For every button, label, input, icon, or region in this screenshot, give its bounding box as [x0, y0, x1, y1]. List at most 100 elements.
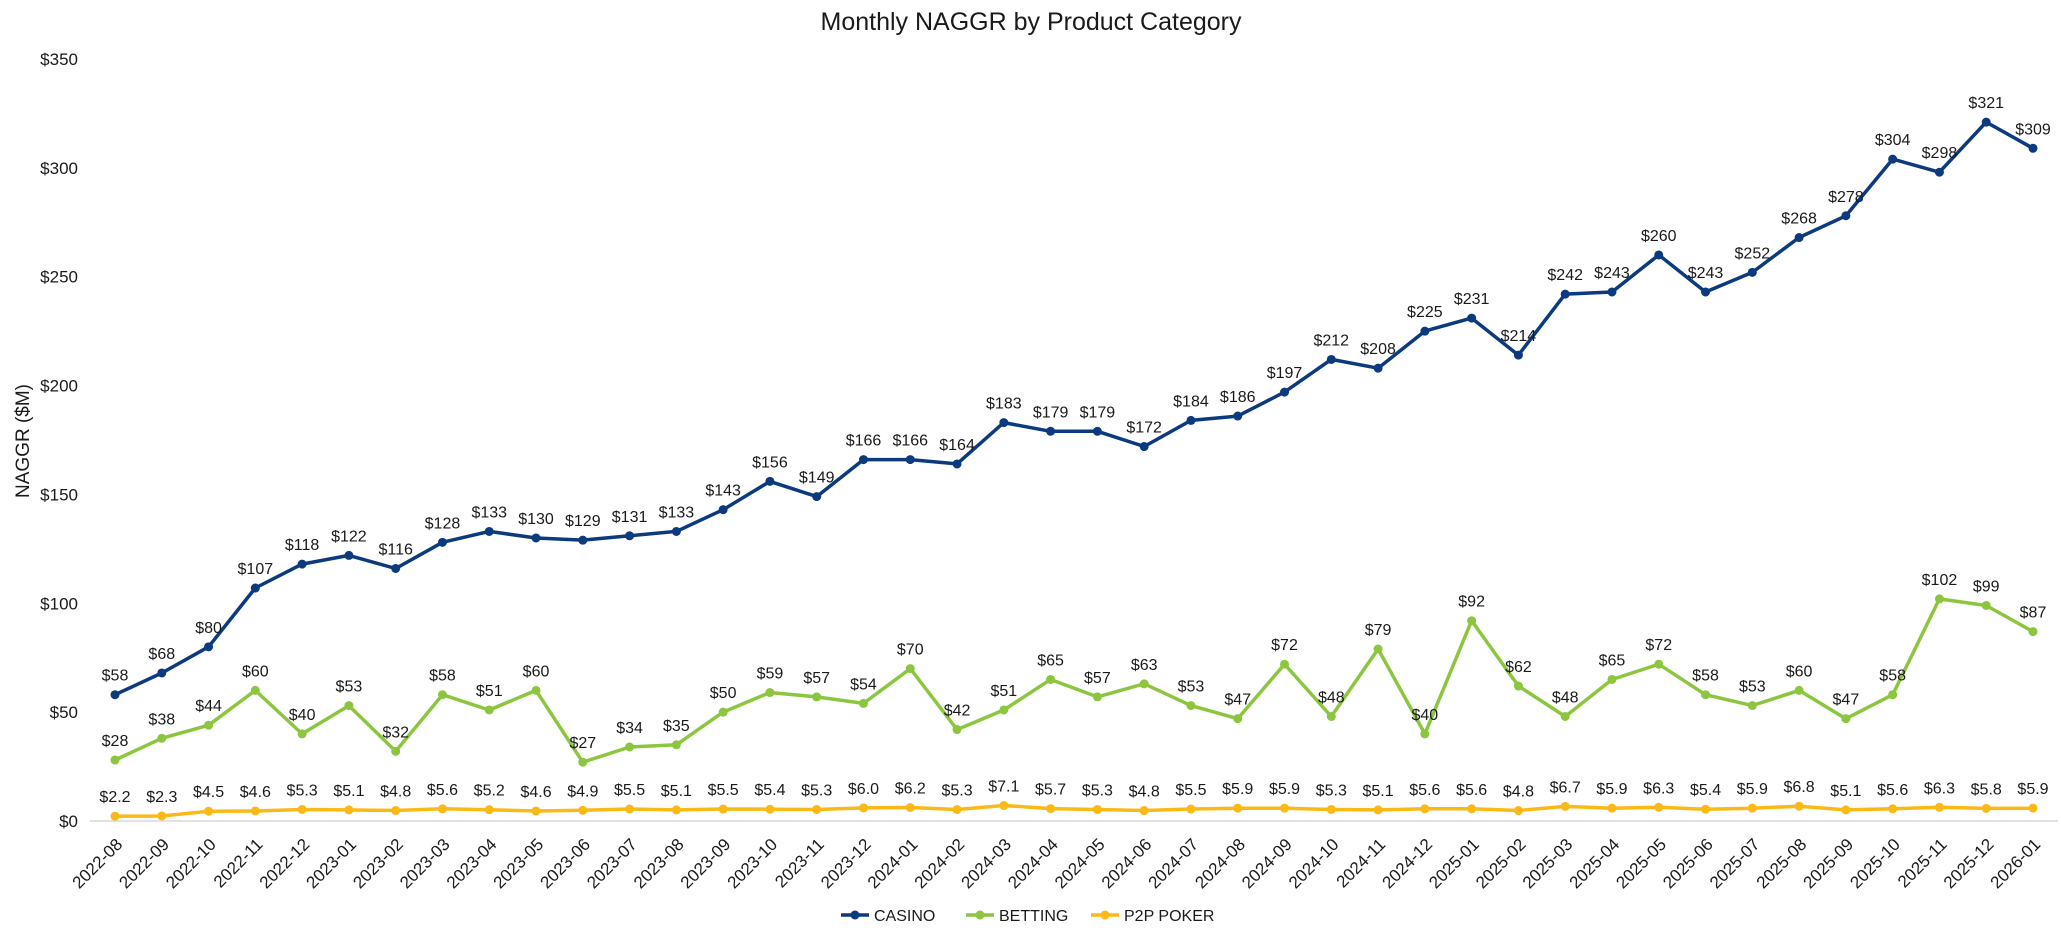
p2p-poker-point — [344, 805, 354, 815]
casino-point — [1373, 363, 1383, 373]
betting-data-label: $58 — [1879, 668, 1906, 685]
casino-point — [1233, 411, 1243, 421]
legend-label: P2P POKER — [1124, 908, 1214, 925]
casino-data-label: $133 — [471, 504, 507, 521]
p2p-poker-data-label: $6.3 — [1924, 780, 1955, 797]
x-tick-label: 2025-02 — [1472, 835, 1530, 893]
x-tick-label: 2024-10 — [1285, 835, 1343, 893]
p2p-poker-data-label: $5.3 — [1082, 782, 1113, 799]
p2p-poker-point — [718, 804, 728, 814]
casino-point — [1794, 233, 1804, 243]
casino-line — [114, 120, 2034, 697]
x-tick-label: 2025-11 — [1894, 835, 1951, 892]
p2p-poker-point — [671, 805, 681, 815]
p2p-poker-data-label: $4.8 — [1503, 784, 1534, 801]
betting-point — [718, 707, 728, 717]
betting-point — [625, 742, 635, 752]
x-tick-label: 2025-10 — [1846, 835, 1904, 893]
casino-point — [578, 535, 588, 545]
casino-data-label: $58 — [102, 668, 129, 685]
casino-data-label: $183 — [986, 396, 1022, 413]
x-tick-label: 2022-10 — [162, 835, 220, 893]
p2p-poker-point — [1467, 804, 1477, 814]
casino-data-label: $186 — [1220, 389, 1256, 406]
x-tick-label: 2024-11 — [1333, 835, 1390, 892]
casino-data-label: $130 — [518, 511, 554, 528]
casino-data-label: $149 — [799, 470, 835, 487]
x-tick-label: 2023-11 — [771, 835, 828, 892]
betting-data-label: $65 — [1037, 652, 1064, 669]
casino-data-label: $321 — [1968, 95, 2004, 112]
casino-data-label: $304 — [1875, 132, 1911, 149]
casino-data-label: $179 — [1033, 404, 1069, 421]
casino-data-label: $172 — [1126, 420, 1162, 437]
casino-point — [1888, 154, 1898, 164]
casino-point — [625, 531, 635, 541]
betting-data-label: $48 — [1318, 689, 1345, 706]
x-tick-label: 2025-12 — [1940, 835, 1998, 893]
betting-data-label: $44 — [195, 698, 222, 715]
betting-data-label: $48 — [1552, 689, 1579, 706]
p2p-poker-point — [999, 801, 1009, 811]
y-axis-ticks: $0 $50 $100 $150 $200 $250 $300 $350 — [40, 50, 78, 831]
p2p-poker-point — [1139, 806, 1149, 816]
betting-point — [250, 685, 260, 695]
casino-point — [204, 642, 214, 652]
casino-data-label: $107 — [238, 561, 274, 578]
y-axis-label: NAGGR ($M) — [13, 384, 34, 498]
p2p-poker-data-label: $5.3 — [801, 782, 832, 799]
betting-data-label: $60 — [1786, 663, 1813, 680]
casino-point — [1513, 350, 1523, 360]
x-tick-label: 2023-06 — [536, 835, 594, 893]
casino-point — [1046, 426, 1056, 436]
p2p-poker-point — [578, 805, 588, 815]
casino-data-label: $298 — [1922, 145, 1958, 162]
p2p-poker-data-label: $6.8 — [1784, 779, 1815, 796]
legend: CASINO BETTING P2P POKER — [841, 908, 1214, 925]
betting-data-label: $35 — [663, 718, 690, 735]
p2p-poker-data-label: $5.4 — [754, 782, 785, 799]
p2p-poker-data-label: $4.8 — [1129, 784, 1160, 801]
betting-point — [1467, 616, 1477, 626]
p2p-poker-point — [1046, 804, 1056, 814]
x-tick-label: 2022-09 — [115, 835, 173, 893]
betting-point — [1280, 659, 1290, 669]
p2p-poker-data-label: $5.1 — [1830, 783, 1861, 800]
casino-point — [437, 537, 447, 547]
y-tick-label: $300 — [40, 159, 78, 178]
p2p-poker-data-label: $5.9 — [1222, 781, 1253, 798]
legend-item-p2p-poker: P2P POKER — [1091, 908, 1214, 925]
betting-data-label: $40 — [1412, 707, 1439, 724]
casino-point — [1654, 250, 1664, 260]
x-tick-label: 2023-08 — [630, 835, 688, 893]
betting-point — [1794, 685, 1804, 695]
casino-point — [812, 492, 822, 502]
p2p-poker-data-label: $5.6 — [427, 782, 458, 799]
x-tick-label: 2024-07 — [1145, 835, 1203, 893]
x-tick-label: 2024-06 — [1098, 835, 1156, 893]
p2p-poker-point — [952, 804, 962, 814]
betting-point — [484, 705, 494, 715]
casino-point — [765, 476, 775, 486]
betting-point — [110, 755, 120, 765]
betting-point — [204, 720, 214, 730]
casino-point — [250, 583, 260, 593]
betting-point — [765, 688, 775, 698]
p2p-poker-line — [114, 803, 2034, 818]
casino-point — [1186, 415, 1196, 425]
betting-data-label: $50 — [710, 685, 737, 702]
betting-point — [1747, 701, 1757, 711]
casino-data-label: $68 — [148, 646, 175, 663]
p2p-poker-data-label: $4.9 — [567, 783, 598, 800]
p2p-poker-data-label: $2.3 — [146, 789, 177, 806]
betting-point — [1934, 594, 1944, 604]
betting-data-label: $32 — [382, 724, 409, 741]
p2p-poker-data-label: $5.9 — [1737, 781, 1768, 798]
betting-point — [437, 690, 447, 700]
casino-data-label: $197 — [1267, 365, 1303, 382]
betting-point — [297, 729, 307, 739]
p2p-poker-point — [484, 805, 494, 815]
p2p-poker-point — [1654, 802, 1664, 812]
casino-data-label: $80 — [195, 620, 222, 637]
betting-data-label: $102 — [1922, 572, 1958, 589]
